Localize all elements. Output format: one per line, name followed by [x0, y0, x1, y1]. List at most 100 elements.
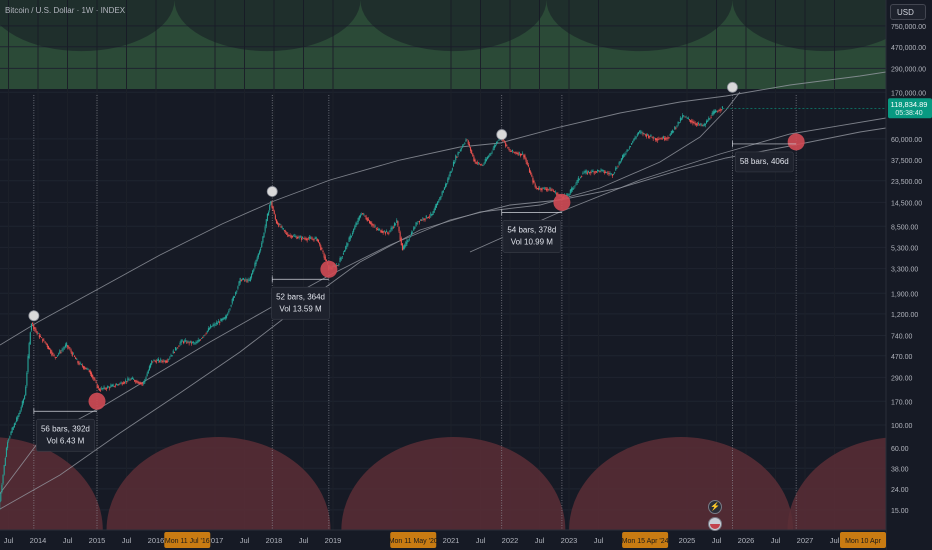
candle-body: [624, 154, 626, 156]
candle-body: [255, 259, 257, 265]
highlighted-date-badge: [840, 532, 886, 548]
candle-body: [462, 145, 464, 148]
currency-selector[interactable]: USD: [890, 4, 926, 20]
candle-body: [307, 238, 309, 240]
time-tick-label: Jul: [830, 536, 840, 545]
candle-body: [705, 120, 708, 124]
candle-body: [279, 224, 281, 226]
candle-body: [547, 188, 549, 190]
candle-body: [464, 143, 466, 144]
candle-body: [431, 214, 433, 216]
candle-body: [717, 111, 719, 112]
candle-body: [96, 384, 98, 389]
candle-body: [493, 145, 495, 149]
candle-body: [651, 136, 653, 138]
time-tick-label: Jul: [122, 536, 132, 545]
candle-body: [152, 361, 154, 363]
candle-body: [404, 245, 406, 249]
candle-body: [539, 187, 541, 189]
candle-body: [715, 110, 717, 113]
candle-body: [324, 256, 326, 260]
candle-body: [353, 228, 355, 232]
price-tick-label: 470,000.00: [891, 45, 926, 52]
candle-body: [637, 132, 639, 135]
candle-body: [305, 238, 307, 240]
candle-body: [623, 154, 625, 158]
candle-body: [198, 339, 200, 342]
candle-body: [188, 342, 190, 344]
red-cycle-domes: [0, 437, 886, 530]
lightning-icon[interactable]: ⚡: [708, 500, 722, 514]
candle-body: [494, 145, 497, 147]
candle-body: [126, 381, 128, 383]
candle-body: [698, 122, 700, 125]
time-tick-label: 2016: [148, 536, 165, 545]
candle-body: [287, 233, 289, 237]
candle-body: [618, 162, 620, 165]
candle-body: [319, 242, 321, 245]
candle-body: [336, 265, 338, 266]
time-tick-label: Jul: [299, 536, 309, 545]
candle-body: [427, 216, 430, 218]
candle-body: [631, 143, 633, 145]
candle-body: [482, 165, 484, 166]
candle-body: [168, 359, 170, 360]
measurement-boxes[interactable]: 56 bars, 392d Vol 6.43 M 52 bars, 364d Vol …: [33, 140, 797, 452]
candle-body: [254, 263, 256, 268]
candle-body: [277, 222, 279, 225]
candle-body: [552, 190, 554, 192]
candle-body: [582, 173, 584, 175]
candle-body: [203, 335, 205, 337]
candle-body: [108, 386, 110, 388]
candle-body: [213, 323, 215, 326]
candle-body: [358, 216, 360, 220]
candle-body: [366, 217, 368, 222]
candle-body: [194, 342, 196, 344]
candle-body: [657, 138, 659, 141]
candle-body: [50, 349, 52, 354]
candle-body: [636, 134, 638, 136]
candle-body: [615, 167, 617, 171]
time-axis[interactable]: Jul 2014 Jul 2015 Jul 2016 2017 Jul 2018 Jul 2019 2…: [4, 532, 886, 548]
price-axis-panel[interactable]: [886, 0, 932, 550]
candle-body: [18, 413, 20, 417]
candle-body: [544, 188, 546, 190]
candle-body: [236, 290, 238, 292]
candle-body: [103, 386, 105, 389]
candle-body: [184, 340, 186, 342]
candle-body: [155, 360, 157, 363]
candle-body: [56, 355, 59, 357]
flag-icon[interactable]: [708, 517, 722, 531]
candle-body: [417, 221, 419, 223]
candle-body: [292, 235, 295, 237]
candle-body: [129, 379, 131, 381]
candle-body: [363, 214, 365, 215]
candle-body: [257, 253, 259, 258]
price-axis[interactable]: 750,000.00 470,000.00 290,000.00 170,000.00…: [891, 24, 926, 515]
candle-body: [433, 209, 435, 213]
candle-body: [24, 395, 26, 400]
candle-body: [44, 341, 46, 343]
price-candles: [0, 105, 886, 510]
candle-body: [161, 360, 163, 362]
cycle-markers[interactable]: [28, 81, 805, 410]
candle-body: [695, 123, 697, 126]
cycle-bottom-marker: [787, 133, 805, 151]
candle-body: [382, 231, 384, 234]
candle-body: [460, 148, 462, 150]
candle-body: [174, 347, 177, 351]
candle-body: [658, 138, 660, 140]
candle-body: [393, 223, 396, 226]
price-tick-label: 37,500.00: [891, 158, 922, 165]
candle-body: [409, 236, 411, 238]
red-dome: [0, 437, 103, 530]
cycle-top-marker: [28, 310, 40, 322]
candle-body: [216, 323, 219, 324]
candle-body: [408, 238, 410, 240]
candle-body: [337, 265, 339, 266]
candle-body: [620, 158, 622, 161]
candle-body: [315, 237, 317, 239]
candle-body: [600, 169, 602, 171]
time-tick-label: 2023: [561, 536, 578, 545]
